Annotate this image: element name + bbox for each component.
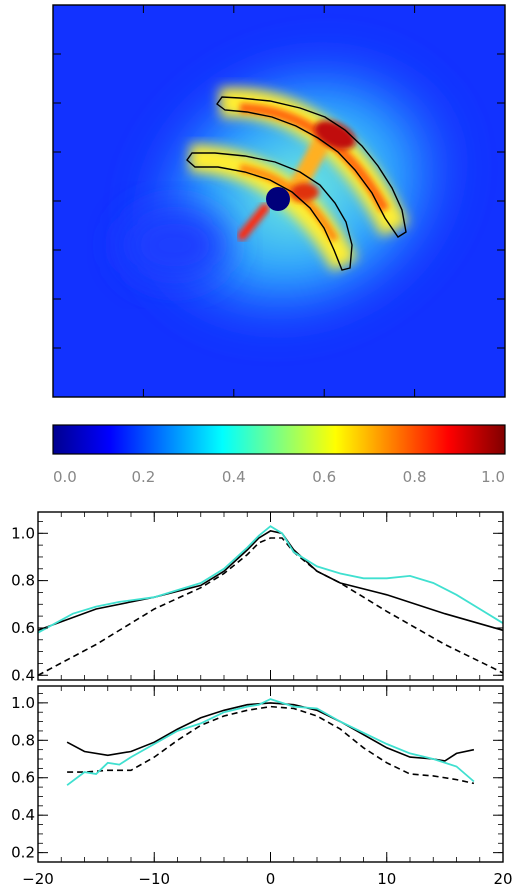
series-line-1 [37,530,504,632]
heatmap-peak-2 [291,183,319,201]
series-line-1 [66,702,475,762]
x-tick-label: −20 [22,870,54,885]
plot-frame [37,685,504,863]
contour-inner [186,152,353,271]
colorbar-tick-label: 0.6 [312,468,336,486]
contour-outer [216,96,407,238]
profile-plot-bottom: 0.2 0.4 0.6 0.8 1.0 −20 −10 0 10 20 [11,685,513,885]
heatmap-arc-inner [189,144,358,272]
series-line-3 [37,525,504,634]
y-tick-label: 0.8 [11,731,35,749]
profile-plot-top: 0.4 0.6 0.8 1.0 [11,511,504,684]
x-tick-label: 20 [493,870,512,885]
heatmap-image [53,5,505,397]
y-tick-label: 0.2 [11,844,35,862]
heatmap-dark-notch [120,205,230,285]
y-tick-label: 1.0 [11,524,35,542]
y-tick-label: 0.4 [11,806,35,824]
colorbar-tick-label: 0.4 [222,468,246,486]
heatmap-jet [237,203,270,241]
y-tick-label: 0.6 [11,619,35,637]
series-line-2 [67,705,475,785]
heatmap-ticks [53,5,505,397]
colorbar-tick-labels: 0.0 0.2 0.4 0.6 0.8 1.0 [53,468,505,486]
y-tick-label: 0.4 [11,666,35,684]
x-tick-label: 10 [377,870,396,885]
colorbar-tick-label: 0.2 [131,468,155,486]
series-line-2 [37,537,504,677]
y-tick-label: 0.8 [11,572,35,590]
x-tick-label: −10 [138,870,170,885]
series-line-3 [66,698,475,786]
y-tick-label: 1.0 [11,694,35,712]
colorbar [52,424,506,455]
x-tick-label: 0 [266,870,276,885]
colorbar-tick-label: 0.0 [53,468,77,486]
colorbar-tick-label: 0.8 [403,468,427,486]
colorbar-tick-label: 1.0 [481,468,505,486]
y-tick-label: 0.6 [11,769,35,787]
heatmap-occulter [266,187,290,211]
